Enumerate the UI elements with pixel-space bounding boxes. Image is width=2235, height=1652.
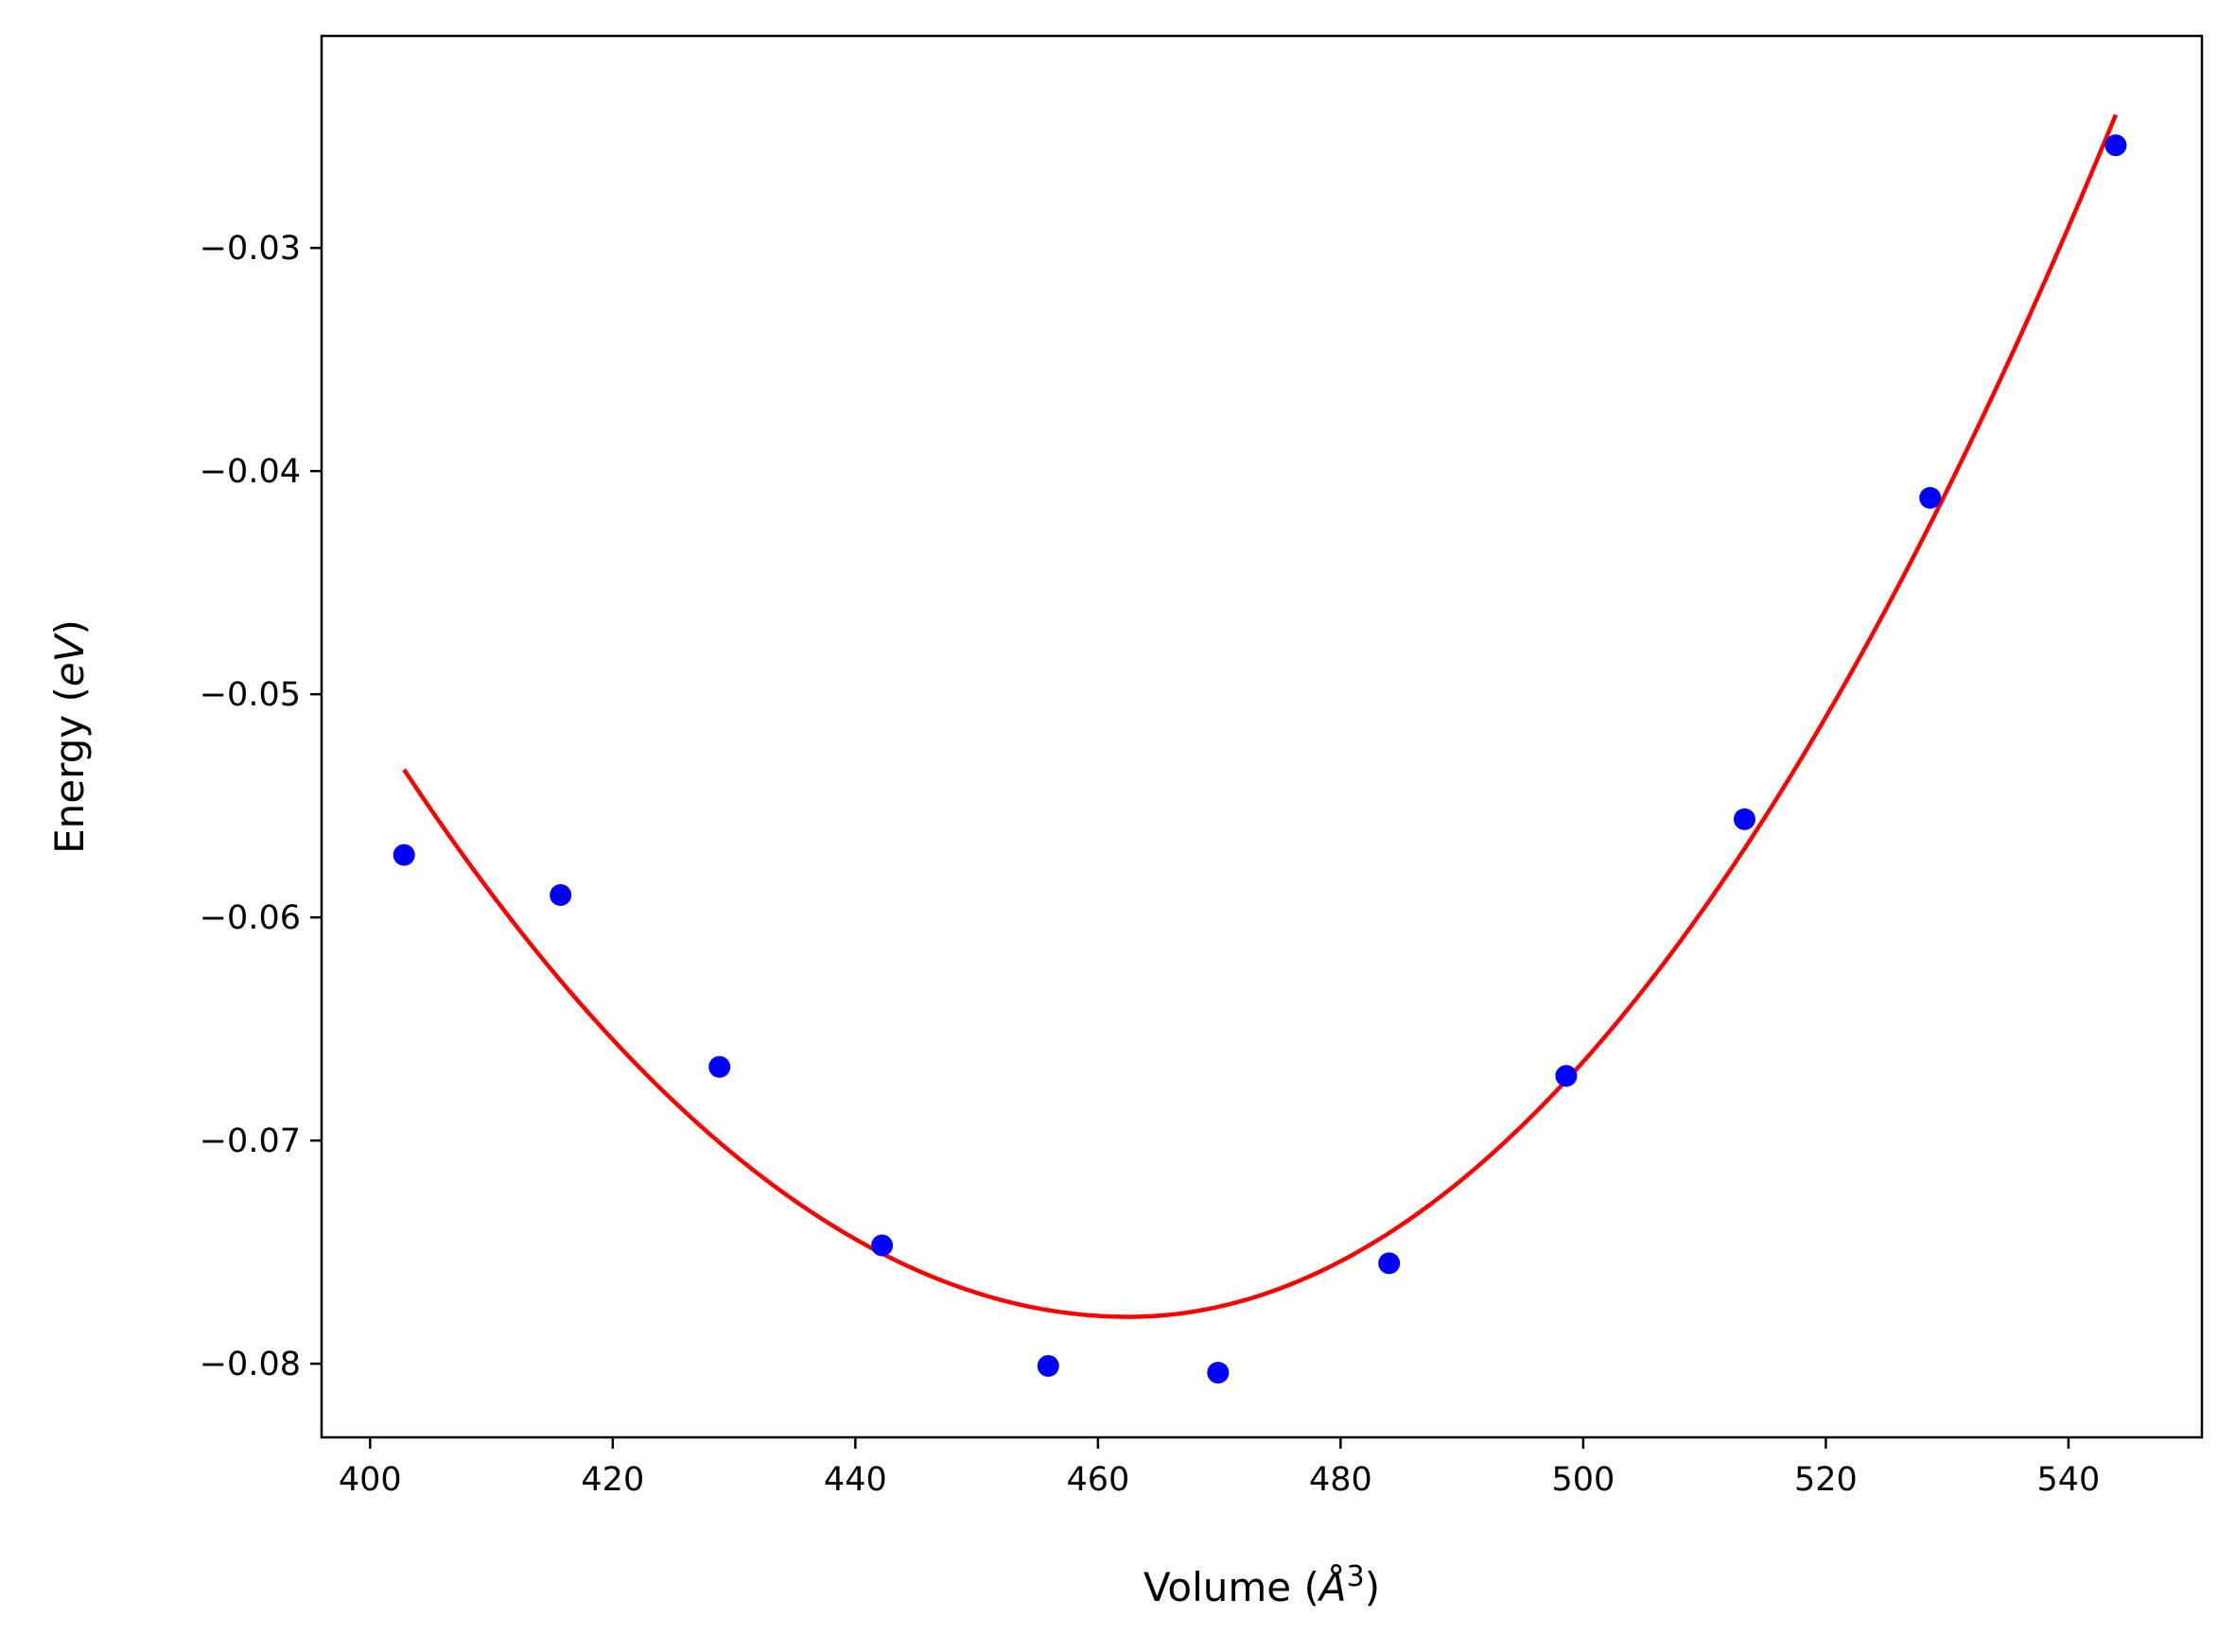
- y-axis-label-unit: eV: [46, 632, 93, 687]
- x-tick-label: 460: [1066, 1461, 1129, 1499]
- data-point: [393, 843, 415, 866]
- y-tick-label: −0.08: [200, 1346, 301, 1383]
- y-axis-label-suffix: ): [46, 619, 93, 635]
- x-axis-label-unit: Å: [1317, 1563, 1347, 1610]
- x-tick-label: 480: [1309, 1461, 1372, 1499]
- y-tick-label: −0.04: [200, 453, 301, 491]
- x-axis-label-exponent: 3: [1347, 1560, 1365, 1593]
- x-axis-ticks: 400 420 440 460 480 500 520 540: [339, 1437, 2100, 1499]
- data-point: [1207, 1362, 1230, 1384]
- y-axis-ticks: −0.08 −0.07 −0.06 −0.05 −0.04 −0.03: [200, 230, 322, 1383]
- data-point: [1037, 1354, 1059, 1377]
- y-tick-label: −0.05: [200, 676, 301, 714]
- y-axis-label-prefix: Energy (: [46, 687, 93, 854]
- x-tick-label: 420: [581, 1461, 644, 1499]
- x-tick-label: 520: [1794, 1461, 1858, 1499]
- data-point: [708, 1055, 731, 1078]
- plot-content: [393, 113, 2127, 1384]
- x-axis-label-suffix: ): [1365, 1564, 1380, 1610]
- fit-curve: [402, 113, 2119, 1319]
- data-point: [1555, 1065, 1578, 1087]
- y-tick-label: −0.03: [200, 230, 301, 268]
- x-axis-label: Volume (Å3): [1144, 1560, 1380, 1610]
- y-tick-label: −0.07: [200, 1122, 301, 1160]
- data-point: [871, 1234, 894, 1257]
- data-point: [550, 884, 572, 907]
- y-axis-label: Energy (eV): [46, 619, 93, 854]
- plot-frame: [320, 34, 2204, 1439]
- data-point: [2104, 134, 2127, 157]
- x-tick-label: 540: [2037, 1461, 2101, 1499]
- data-point: [1378, 1252, 1401, 1275]
- x-tick-label: 400: [339, 1461, 402, 1499]
- x-tick-label: 500: [1551, 1461, 1615, 1499]
- data-point: [1919, 486, 1942, 509]
- x-axis-label-prefix: Volume (: [1144, 1564, 1319, 1610]
- y-tick-label: −0.06: [200, 899, 301, 937]
- data-point: [1733, 808, 1755, 830]
- x-tick-label: 440: [824, 1461, 887, 1499]
